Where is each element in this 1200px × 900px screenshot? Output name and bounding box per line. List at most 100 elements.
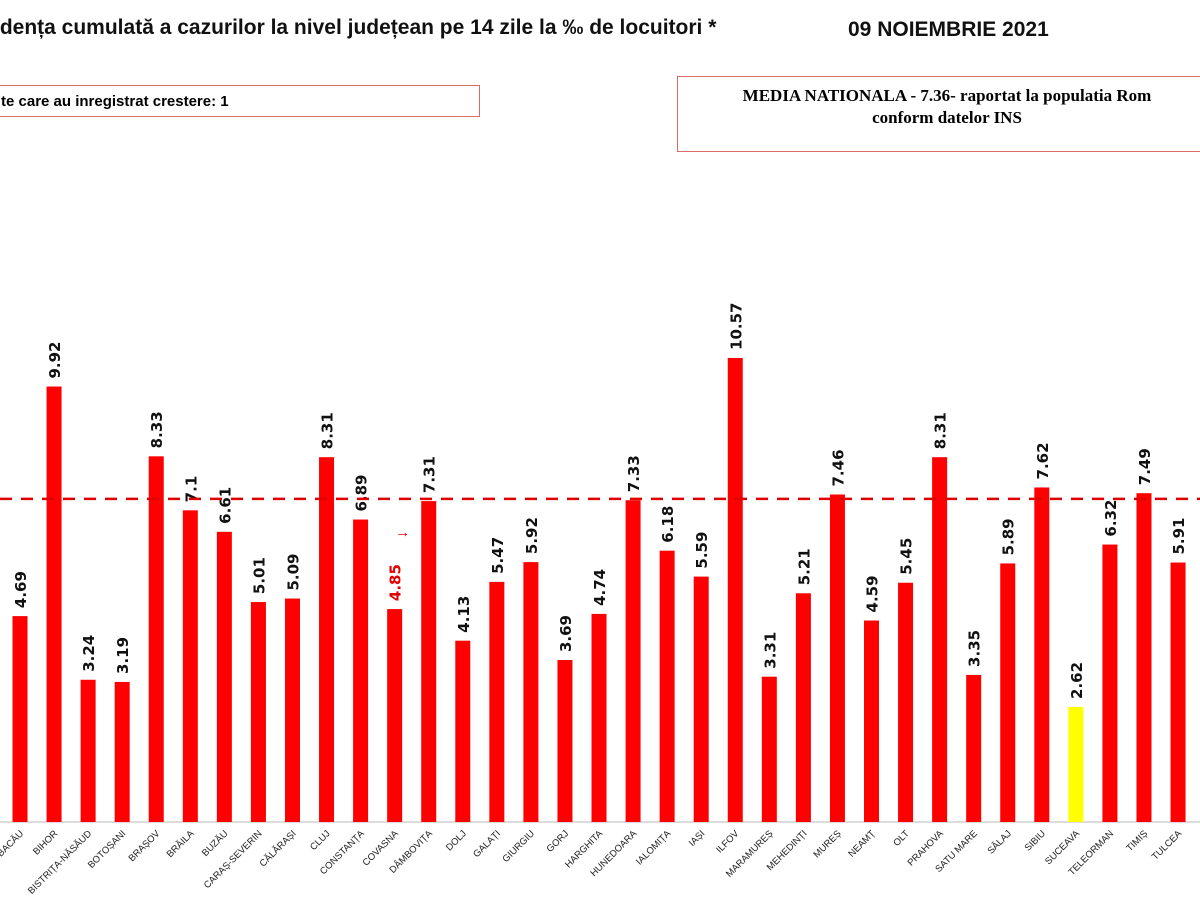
bar [1034,487,1050,822]
bar [966,674,982,822]
category-label: NEAMȚ [846,828,877,859]
category-label: CARAȘ-SEVERIN [202,828,265,891]
category-label: BRAȘOV [127,828,163,864]
category-label: TIMIȘ [1124,828,1150,854]
bar [727,357,743,822]
value-label: 5.21 [795,548,813,585]
bar [1170,562,1186,822]
category-label: GORJ [545,828,572,855]
bar [898,582,914,822]
bar [353,519,369,822]
value-label: 9.92 [46,341,64,378]
category-label: BISTRIȚA-NĂSĂUD [26,828,94,896]
category-label: IAȘI [687,828,707,848]
bar [319,457,335,822]
bar [114,681,130,822]
bar [284,598,300,822]
value-label: 5.59 [693,532,711,569]
mean-line-2: conform datelor INS [872,108,1022,127]
value-label: 7.49 [1136,448,1154,485]
value-label: 4.59 [864,575,882,612]
category-label: GALAȚI [471,828,503,860]
bar [455,640,471,822]
value-label: 3.69 [557,615,575,652]
value-label: 5.92 [523,517,541,554]
value-label: 4.74 [591,569,609,606]
bar [46,386,62,822]
value-label: 5.91 [1170,518,1188,555]
value-label: 2.62 [1068,662,1086,699]
bar [489,581,505,822]
value-label: 6.18 [659,506,677,543]
bar [182,510,198,822]
bar [387,609,403,822]
category-label: MUREȘ [812,828,844,860]
bar [1102,544,1118,822]
value-label: 8.31 [932,412,950,449]
value-label: 5.45 [898,538,916,575]
category-label: CLUJ [308,828,333,853]
national-mean-box: MEDIA NATIONALA - 7.36- raportat la popu… [677,76,1200,152]
bar [761,676,777,822]
value-label: 7.62 [1034,442,1052,479]
bar [625,500,641,822]
bar [693,576,709,822]
value-label: 5.89 [1000,518,1018,555]
value-label: 7.1 [182,476,200,503]
bar [80,679,96,822]
bar [829,494,845,822]
value-label: 4.69 [12,571,30,608]
bar [148,456,164,822]
category-label: TULCEA [1150,828,1185,863]
value-label: 10.57 [727,303,745,350]
value-label: 3.35 [966,630,984,667]
category-label: BIHOR [31,828,60,857]
value-label: 4.13 [455,596,473,633]
value-label: 5.01 [250,557,268,594]
category-label: IALOMIȚA [634,828,674,868]
bar [1136,493,1152,822]
value-label: 5.09 [284,554,302,591]
category-label: SIBIU [1023,828,1048,853]
bar [1000,563,1016,822]
value-label: 8.31 [319,412,337,449]
value-label: 6.89 [353,475,371,512]
increase-arrow-icon: → [395,524,410,541]
bar [250,602,266,822]
bar [523,562,539,822]
value-label: 4.85 [387,564,405,601]
category-label: GIURGIU [501,828,538,865]
mean-line-1: MEDIA NATIONALA - 7.36- raportat la popu… [742,86,1152,105]
increase-count-box: te care au inregistrat crestere: 1 [0,85,480,117]
bar [216,531,232,822]
value-label: 3.24 [80,635,98,672]
category-label: OLT [891,828,911,848]
report-date: 09 NOIEMBRIE 2021 [848,18,1049,41]
bar [864,620,879,822]
value-label: 3.31 [761,632,779,669]
category-label: BUZĂU [200,828,231,859]
category-label: CĂLĂRAȘI [258,828,299,869]
bar [12,616,28,822]
category-label: ILFOV [714,828,742,856]
bar [557,660,573,822]
category-label: BRĂILA [165,828,197,860]
bar [591,613,607,822]
category-label: SĂLAJ [986,828,1014,856]
bar [421,501,437,822]
value-label: 6.61 [216,487,234,524]
category-label: BACĂU [0,828,26,859]
value-label: 8.33 [148,411,166,448]
bar [1068,706,1084,822]
value-label: 7.33 [625,455,643,492]
value-label: 7.46 [829,449,847,486]
value-label: 5.47 [489,537,507,574]
category-label: DOLJ [444,828,469,853]
value-label: 6.32 [1102,500,1120,537]
chart-title: idența cumulată a cazurilor la nivel jud… [0,16,717,39]
bar [932,457,948,822]
bar [659,550,675,822]
bar [795,593,811,822]
value-label: 7.31 [421,456,439,493]
